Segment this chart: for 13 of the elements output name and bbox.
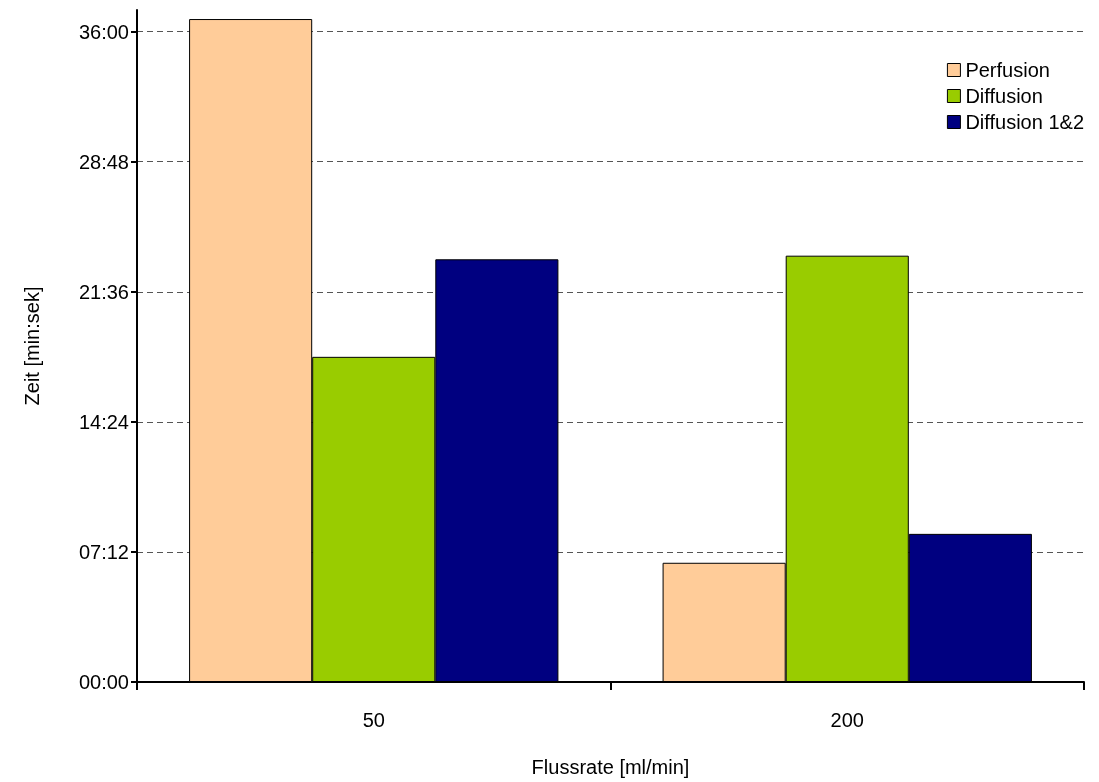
y-axis-title: Zeit [min:sek]: [21, 286, 43, 406]
y-tick-label: 14:24: [78, 410, 129, 433]
y-tick-label: 21:36: [78, 280, 129, 303]
x-axis-title: Flussrate [ml/min]: [531, 756, 690, 778]
y-tick-label: 28:48: [78, 150, 129, 173]
y-tick-label: 36:00: [78, 20, 129, 43]
y-tick-label: 00:00: [78, 671, 129, 693]
legend-label: Diffusion: [965, 85, 1043, 107]
x-tick-label: 200: [830, 709, 864, 731]
y-tick-label: 07:12: [78, 540, 129, 563]
legend-label: Perfusion: [965, 59, 1050, 81]
x-tick-label: 50: [362, 709, 385, 731]
legend-label: Diffusion 1&2: [965, 111, 1084, 133]
